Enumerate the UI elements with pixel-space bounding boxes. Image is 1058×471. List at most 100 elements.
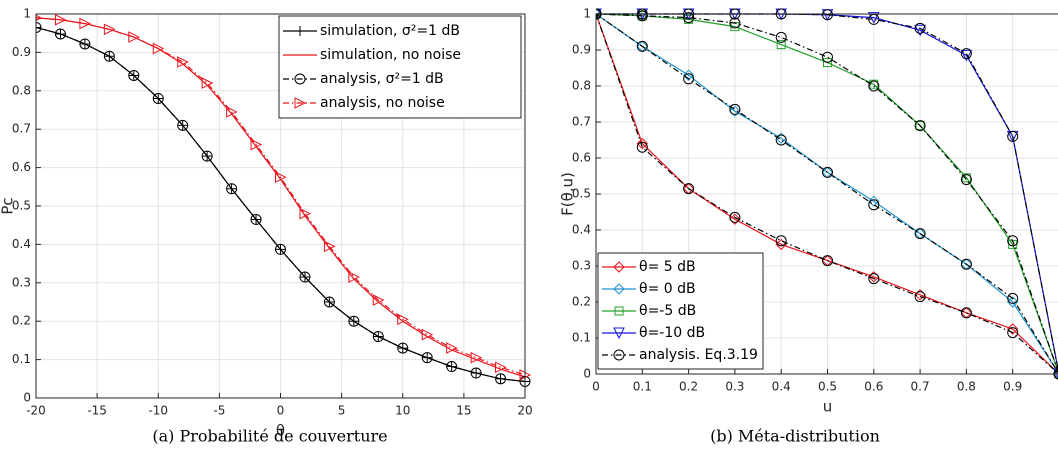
marker [960,174,972,186]
marker [775,31,787,43]
marker [729,211,741,223]
x-tick-label: 0.8 [957,380,976,394]
y-tick-label: 0.9 [572,43,591,57]
x-tick-label: 0.9 [1003,380,1022,394]
marker [471,368,482,379]
marker [868,80,880,92]
x-tick-label: 0.3 [725,380,744,394]
marker [960,49,973,62]
y-tick-label: 0.2 [12,314,31,328]
y-tick-label: 0.5 [12,199,31,213]
legend-label: θ=-10 dB [639,325,705,341]
marker [636,137,649,150]
x-tick-label: -10 [148,404,168,418]
y-tick-label: 0.5 [572,187,591,201]
x-tick-label: 0.7 [911,380,930,394]
marker [153,93,164,104]
marker [868,195,880,207]
x-tick-label: 5 [338,404,346,418]
marker [914,291,926,303]
marker [822,51,833,63]
legend-marker [613,261,625,273]
y-tick-label: 0.3 [572,259,591,273]
marker [775,235,787,247]
x-axis-label: θ [276,422,285,440]
legend-label: analysis, no noise [320,95,445,111]
marker [275,243,286,255]
marker [421,328,434,341]
marker [1006,296,1019,308]
marker [775,134,787,146]
marker [79,17,92,30]
x-tick-label: 15 [456,404,471,418]
marker [495,373,507,385]
axes-frame [595,13,1058,375]
x-tick-label: 0.5 [818,380,837,394]
marker [636,40,648,52]
marker [128,69,140,81]
legend-marker [614,306,624,316]
marker [201,150,213,162]
marker [397,313,409,326]
marker [470,351,483,364]
x-tick-label: 0.6 [864,380,883,394]
y-axis-label: F(θ,u) [559,172,577,216]
y-axis-label: Pc [0,197,17,214]
marker [915,121,925,131]
legend-marker [295,26,305,36]
marker [226,183,238,195]
marker [397,343,408,354]
axes-frame [35,13,526,399]
marker [1007,130,1019,142]
marker [960,258,972,270]
legend-label: simulation, no noise [320,47,461,63]
marker [372,331,384,343]
marker [372,294,385,306]
marker [867,12,880,24]
marker [54,13,67,26]
marker [823,58,832,68]
marker [446,361,458,373]
marker [128,31,140,43]
legend-label: θ=-5 dB [639,303,696,319]
marker [54,28,66,40]
y-tick-label: 0.9 [12,45,31,59]
x-axis-label: u [823,398,833,416]
x-tick-label: -20 [26,404,46,418]
marker [323,296,335,308]
legend-label: θ= 5 dB [639,259,696,275]
y-tick-label: 0.1 [572,331,591,345]
y-tick-label: 0.6 [12,160,31,174]
marker [961,173,971,183]
y-tick-label: 0.1 [12,352,31,366]
marker [495,361,507,374]
marker [103,50,115,62]
marker [79,38,90,49]
marker [36,22,41,33]
marker [960,307,972,319]
marker [446,342,458,354]
marker [201,77,214,89]
marker [683,12,695,24]
marker [421,352,433,364]
y-tick-label: 0.8 [572,79,591,93]
marker [636,141,648,153]
marker [373,331,384,342]
legend-marker [613,283,625,295]
marker [36,21,42,33]
legend-label: analysis. Eq.3.19 [639,347,758,363]
marker [250,213,262,225]
marker [1007,292,1019,304]
y-tick-label: 0.4 [572,223,591,237]
x-tick-label: 0.4 [772,380,791,394]
legend-marker [613,349,625,361]
y-tick-label: 0.7 [572,115,591,129]
marker [177,119,189,131]
marker [55,28,66,39]
caption: (b) Méta-distribution [710,427,880,446]
marker [152,42,165,55]
y-tick-label: 0.2 [572,295,591,309]
marker [729,103,741,115]
x-tick-label: -5 [213,404,225,418]
marker [822,255,833,267]
